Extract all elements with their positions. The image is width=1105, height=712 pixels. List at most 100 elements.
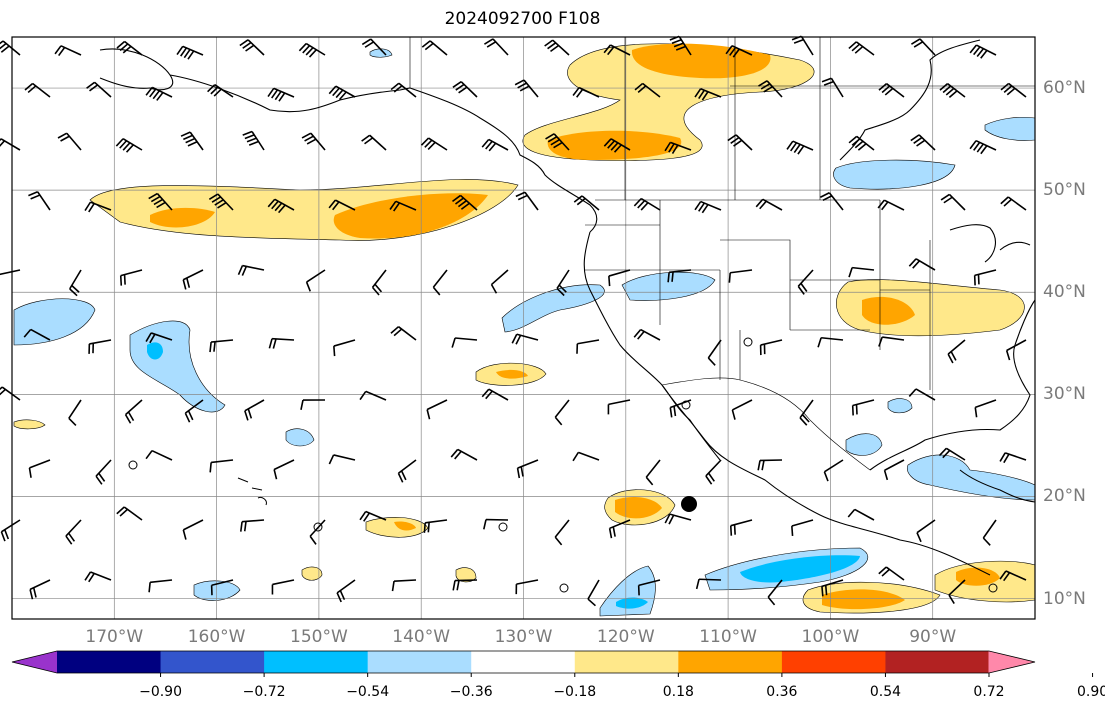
negative-anomaly-region xyxy=(501,284,605,333)
negative-anomaly-region xyxy=(369,48,393,58)
wind-barb xyxy=(820,192,844,211)
wind-barb xyxy=(86,81,112,98)
colorbar-tick-label: −0.36 xyxy=(449,684,493,700)
wind-barb xyxy=(432,269,448,296)
wind-barb xyxy=(452,81,478,98)
wind-barb xyxy=(786,140,814,155)
wind-barb xyxy=(57,132,82,151)
wind-barb xyxy=(1000,82,1027,98)
wind-barb xyxy=(554,399,570,426)
wind-barb xyxy=(608,519,631,539)
wind-barb xyxy=(145,449,173,461)
wind-barb xyxy=(271,579,295,595)
wind-barb xyxy=(267,198,295,214)
wind-barb xyxy=(29,579,51,600)
wind-barb xyxy=(423,519,448,533)
wind-barb xyxy=(54,45,82,57)
colorbar-segment xyxy=(885,651,990,673)
island-marker xyxy=(559,583,569,593)
wind-barb xyxy=(883,459,905,481)
wind-barb xyxy=(484,38,509,56)
wind-barb xyxy=(823,459,844,482)
negative-anomaly-region xyxy=(845,433,883,456)
wind-barb xyxy=(948,579,966,605)
wind-barb xyxy=(359,390,387,401)
wind-barb xyxy=(916,519,936,543)
latitude-label: 10°N xyxy=(1043,588,1086,609)
colorbar-extend-low xyxy=(12,651,58,673)
wind-barb xyxy=(148,192,173,211)
positive-anomaly-core xyxy=(496,369,528,379)
wind-barb xyxy=(974,399,997,418)
wind-barb xyxy=(209,459,234,473)
wind-barb xyxy=(24,82,51,98)
wind-barb xyxy=(587,579,600,607)
colorbar-segment xyxy=(678,651,783,673)
wind-barb xyxy=(544,39,570,56)
wind-barb xyxy=(603,44,631,56)
wind-barb xyxy=(273,459,295,480)
wind-barb xyxy=(633,328,661,341)
wind-barb xyxy=(148,579,173,593)
wind-barb xyxy=(664,513,692,525)
colorbar-tick-label: −0.18 xyxy=(553,684,597,700)
positive-anomaly-region xyxy=(455,567,477,583)
latitude-label: 40°N xyxy=(1043,282,1086,303)
negative-anomaly-region xyxy=(13,298,96,346)
wind-barb xyxy=(939,82,966,98)
wind-barb xyxy=(759,339,783,356)
wind-barb xyxy=(119,269,143,286)
wind-barb xyxy=(328,454,356,465)
alaska-coast xyxy=(99,48,598,233)
wind-barb xyxy=(982,519,997,546)
wind-barb xyxy=(511,333,539,345)
island-marker xyxy=(743,337,753,347)
wind-barb xyxy=(999,570,1027,582)
wind-barb xyxy=(515,579,539,595)
positive-anomaly-core xyxy=(615,496,662,519)
wind-barb xyxy=(28,191,51,211)
wind-barb xyxy=(694,200,722,214)
island-marker xyxy=(128,460,138,470)
longitude-label: 170°W xyxy=(85,627,144,647)
wind-barb xyxy=(452,194,478,211)
wind-barb xyxy=(481,388,509,401)
wind-barb xyxy=(268,337,295,349)
wind-barb xyxy=(0,386,21,401)
wind-barb xyxy=(450,448,478,461)
wind-barb xyxy=(28,459,51,478)
wind-barb xyxy=(208,193,234,211)
colorbar-segment xyxy=(781,651,886,673)
province-lines xyxy=(624,37,1035,200)
colorbar-segment xyxy=(367,651,472,673)
latitude-label: 50°N xyxy=(1043,180,1086,201)
positive-anomaly-region xyxy=(13,419,46,430)
colorbar-segment xyxy=(57,651,162,673)
wind-barb xyxy=(908,388,936,401)
wind-barb xyxy=(573,195,600,211)
wind-barb xyxy=(333,339,356,357)
wind-barb xyxy=(645,459,661,486)
negative-anomaly-region xyxy=(285,428,315,447)
wind-barb xyxy=(116,506,143,521)
wind-barb xyxy=(180,131,204,151)
east-coast xyxy=(1014,299,1036,346)
wind-barb xyxy=(694,88,722,101)
colorbar-extend-high xyxy=(988,651,1035,673)
wind-barb xyxy=(755,198,783,211)
wind-barb xyxy=(84,201,112,213)
wind-barb xyxy=(667,269,692,283)
wind-barb xyxy=(421,40,448,56)
wind-barb xyxy=(851,399,875,416)
baja-peninsula xyxy=(661,384,721,461)
longitude-label: 90°W xyxy=(909,627,957,647)
wind-barb xyxy=(426,399,448,420)
longitude-label: 110°W xyxy=(699,627,757,647)
wind-barb xyxy=(847,508,875,521)
positive-anomaly-core xyxy=(547,130,682,160)
wind-barb xyxy=(88,339,112,354)
wind-barb xyxy=(397,459,417,483)
wind-barb xyxy=(908,258,936,271)
wind-barb xyxy=(969,44,997,59)
positive-anomaly-core xyxy=(862,296,915,325)
